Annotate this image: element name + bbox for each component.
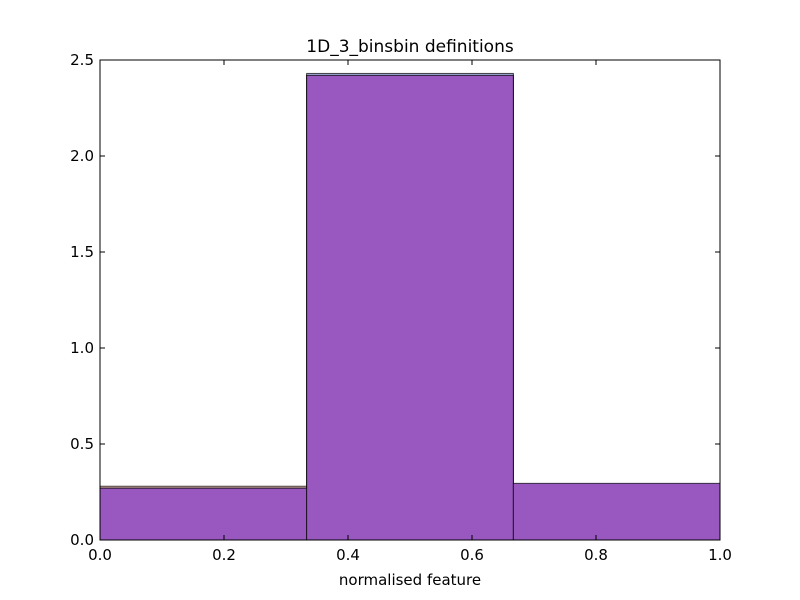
histogram-bar — [512, 482, 721, 541]
x-tick-label: 1.0 — [708, 546, 732, 564]
x-tick-label: 0.2 — [212, 546, 236, 564]
plot-frame — [99, 59, 721, 541]
ticks-layer: 0.0 0.2 0.4 0.6 0.8 1.0 0.0 0.5 1.0 1.5 2.0 2.5 — [70, 51, 732, 564]
x-tick-label: 0.8 — [584, 546, 608, 564]
chart-title: 1D_3_binsbin definitions — [306, 37, 514, 57]
y-tick-label: 0.0 — [70, 531, 94, 549]
y-tick-label: 2.0 — [70, 147, 94, 165]
histogram-bar — [99, 487, 308, 541]
y-tick-label: 1.5 — [70, 243, 94, 261]
bars-layer — [99, 72, 721, 541]
histogram-bar — [306, 74, 514, 541]
y-tick-label: 0.5 — [70, 435, 94, 453]
y-tick-label: 2.5 — [70, 51, 94, 69]
x-tick-label: 0.6 — [460, 546, 484, 564]
x-axis-label: normalised feature — [339, 571, 481, 589]
y-tick-label: 1.0 — [70, 339, 94, 357]
x-tick-label: 0.4 — [336, 546, 360, 564]
x-tick-label: 0.0 — [88, 546, 112, 564]
